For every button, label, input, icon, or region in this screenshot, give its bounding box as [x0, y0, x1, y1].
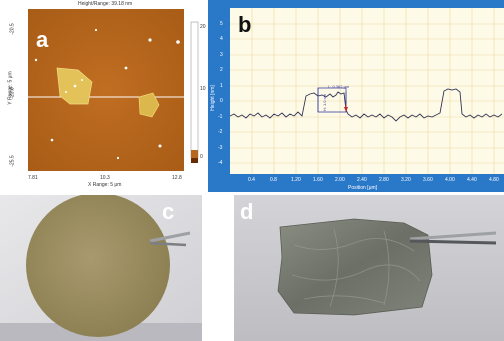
panel-a-label: a: [36, 27, 49, 52]
profile-x-tick-2: 1.20: [291, 177, 301, 183]
panel-a-afm-image: Height/Range: 39.18 nm a -20.5: [0, 0, 208, 192]
profile-x-tick-10: 4.40: [467, 177, 477, 183]
profile-y-axis-label: Height [nm]: [209, 85, 216, 111]
panel-d-label: d: [240, 199, 254, 224]
membrane-disc-photo: [0, 195, 202, 341]
profile-x-axis-label: Position [μm]: [348, 185, 378, 191]
profile-x-tick-1: 0.8: [270, 177, 277, 183]
afm-y-axis-label: Y Range: 5 μm: [7, 71, 14, 105]
flexible-film-photo: [234, 195, 504, 341]
profile-annotation-length: L: 0.362 μm: [328, 84, 350, 89]
afm-x-tick-mid: 10.3: [100, 175, 110, 181]
profile-x-tick-7: 3.20: [401, 177, 411, 183]
profile-x-tick-3: 1.60: [313, 177, 323, 183]
profile-x-tick-4: 2.00: [335, 177, 345, 183]
panel-b-profile-plot: b 5 4 3 2 1 0 -1 -2 -3 -4 Height [nm] 0.…: [208, 0, 504, 192]
afm-y-tick-top: -20.5: [9, 23, 16, 35]
colorbar-tick-bottom: 0: [200, 154, 203, 160]
profile-y-tick-9: -4: [218, 160, 223, 166]
afm-x-axis-label: X Range: 5 μm: [88, 182, 122, 188]
profile-x-tick-8: 3.60: [423, 177, 433, 183]
profile-annotation-height: H: 1.0 nm: [322, 93, 328, 112]
afm-x-tick-right: 12.8: [172, 175, 182, 181]
profile-x-tick-9: 4.00: [445, 177, 455, 183]
profile-y-tick-1: 4: [220, 36, 223, 42]
profile-y-tick-5: 0: [220, 98, 223, 104]
afm-header-label: Height/Range: 39.18 nm: [78, 1, 133, 7]
panel-c-label: c: [162, 199, 175, 224]
afm-height-map: [28, 9, 199, 171]
profile-y-tick-2: 3: [220, 52, 223, 58]
profile-x-tick-6: 2.80: [379, 177, 389, 183]
panel-b-label: b: [238, 12, 252, 37]
profile-x-tick-0: 0.4: [248, 177, 255, 183]
panel-d-photo: d: [234, 195, 504, 341]
profile-y-tick-8: -3: [218, 145, 223, 151]
colorbar-tick-mid: 10: [200, 86, 206, 92]
profile-x-tick-5: 2.40: [357, 177, 367, 183]
afm-x-tick-left: 7.81: [28, 175, 38, 181]
profile-y-tick-6: -1: [218, 114, 223, 120]
profile-x-tick-11: 4.80: [489, 177, 499, 183]
panel-c-photo: c: [0, 195, 202, 341]
afm-y-tick-bottom: -25.5: [9, 155, 16, 167]
profile-y-tick-3: 2: [220, 67, 223, 73]
profile-y-tick-4: 1: [220, 83, 223, 89]
profile-y-tick-0: 5: [220, 21, 223, 27]
profile-y-tick-7: -2: [218, 129, 223, 135]
profile-plot-area: [229, 8, 504, 174]
colorbar-tick-top: 20: [200, 24, 206, 30]
